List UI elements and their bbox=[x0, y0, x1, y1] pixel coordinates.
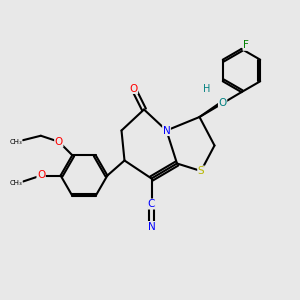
Text: O: O bbox=[37, 170, 45, 181]
Text: F: F bbox=[243, 40, 249, 50]
Text: S: S bbox=[198, 166, 204, 176]
Text: O: O bbox=[218, 98, 227, 109]
Text: N: N bbox=[163, 125, 170, 136]
Text: N: N bbox=[148, 221, 155, 232]
Text: CH₃: CH₃ bbox=[10, 139, 22, 145]
Text: H: H bbox=[203, 83, 211, 94]
Text: C: C bbox=[148, 199, 155, 209]
Text: O: O bbox=[55, 137, 63, 147]
Text: O: O bbox=[129, 83, 138, 94]
Text: CH₃: CH₃ bbox=[10, 180, 22, 186]
